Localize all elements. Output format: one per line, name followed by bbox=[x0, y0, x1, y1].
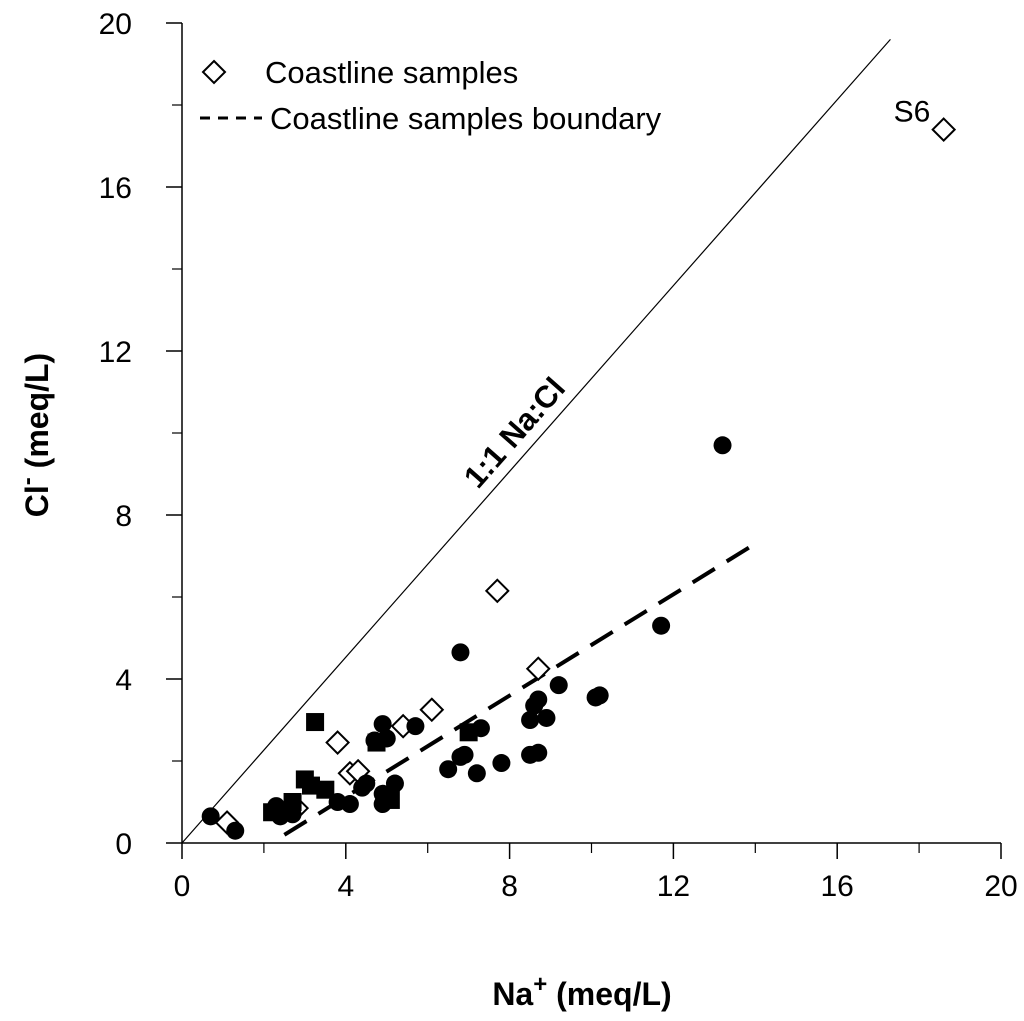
x-axis-title-unit: (meq/L) bbox=[547, 976, 671, 1012]
point-square bbox=[283, 793, 302, 811]
point-square bbox=[263, 803, 282, 822]
point-square bbox=[306, 713, 325, 732]
reference-line-1-1 bbox=[181, 39, 891, 844]
point-square bbox=[301, 776, 320, 795]
point-circle bbox=[549, 676, 568, 695]
point-circle bbox=[451, 643, 470, 662]
x-tick-label: 20 bbox=[984, 870, 1017, 903]
point-circle bbox=[713, 436, 732, 455]
axis-titles: Na+ (meq/L) Cl- (meq/L) bbox=[14, 353, 672, 1012]
point-circle bbox=[406, 717, 425, 736]
point-diamond bbox=[525, 656, 551, 682]
x-tick-label: 4 bbox=[337, 870, 354, 903]
y-axis-title-main: Cl bbox=[19, 485, 55, 517]
annotation-label: S6 bbox=[894, 96, 931, 129]
axes: 0 4 8 12 16 20 0 4 8 12 16 20 bbox=[99, 8, 1018, 903]
point-square bbox=[367, 733, 386, 752]
legend-diamond-marker bbox=[201, 59, 227, 85]
reference-line-label: 1:1 Na:Cl bbox=[457, 371, 572, 495]
x-tick-label: 12 bbox=[657, 870, 690, 903]
data-points: S6 bbox=[201, 96, 957, 840]
y-tick-label: 20 bbox=[99, 8, 132, 41]
point-square bbox=[381, 790, 400, 809]
point-square bbox=[316, 780, 335, 799]
y-axis-title: Cl- (meq/L) bbox=[14, 353, 55, 517]
x-tick-label: 16 bbox=[821, 870, 854, 903]
legend: Coastline samples Coastline samples boun… bbox=[200, 55, 662, 136]
legend-label-coastline-samples: Coastline samples bbox=[265, 55, 518, 90]
point-circle bbox=[590, 686, 609, 705]
point-circle bbox=[226, 821, 245, 840]
point-circle bbox=[529, 743, 548, 762]
point-circle bbox=[353, 778, 372, 797]
y-tick-label: 12 bbox=[99, 336, 132, 369]
y-tick-label: 8 bbox=[115, 500, 132, 533]
y-axis-title-unit: (meq/L) bbox=[19, 353, 55, 477]
legend-label-boundary: Coastline samples boundary bbox=[270, 101, 662, 136]
x-tick-label: 8 bbox=[501, 870, 518, 903]
point-diamond bbox=[419, 697, 445, 723]
point-circle bbox=[373, 715, 392, 734]
y-tick-label: 0 bbox=[115, 828, 132, 861]
point-diamond bbox=[325, 730, 351, 755]
point-diamond bbox=[931, 117, 957, 143]
y-tick-label: 16 bbox=[99, 172, 132, 205]
point-circle bbox=[385, 774, 404, 793]
point-circle bbox=[521, 711, 540, 729]
x-axis-title-sup: + bbox=[533, 971, 547, 998]
point-circle bbox=[439, 760, 458, 779]
point-circle bbox=[652, 616, 671, 635]
point-circle bbox=[492, 754, 511, 773]
point-circle bbox=[340, 795, 359, 814]
point-circle bbox=[529, 690, 548, 709]
point-circle bbox=[455, 745, 474, 764]
x-axis-title-main: Na bbox=[492, 976, 533, 1012]
x-tick-label: 0 bbox=[174, 870, 191, 903]
y-axis-title-sup: - bbox=[14, 477, 41, 485]
x-axis-title: Na+ (meq/L) bbox=[492, 971, 671, 1012]
point-circle bbox=[201, 807, 220, 826]
point-circle bbox=[537, 708, 556, 727]
y-tick-label: 4 bbox=[115, 664, 132, 697]
point-circle bbox=[467, 764, 486, 783]
point-diamond bbox=[484, 578, 510, 604]
point-square bbox=[459, 723, 478, 742]
